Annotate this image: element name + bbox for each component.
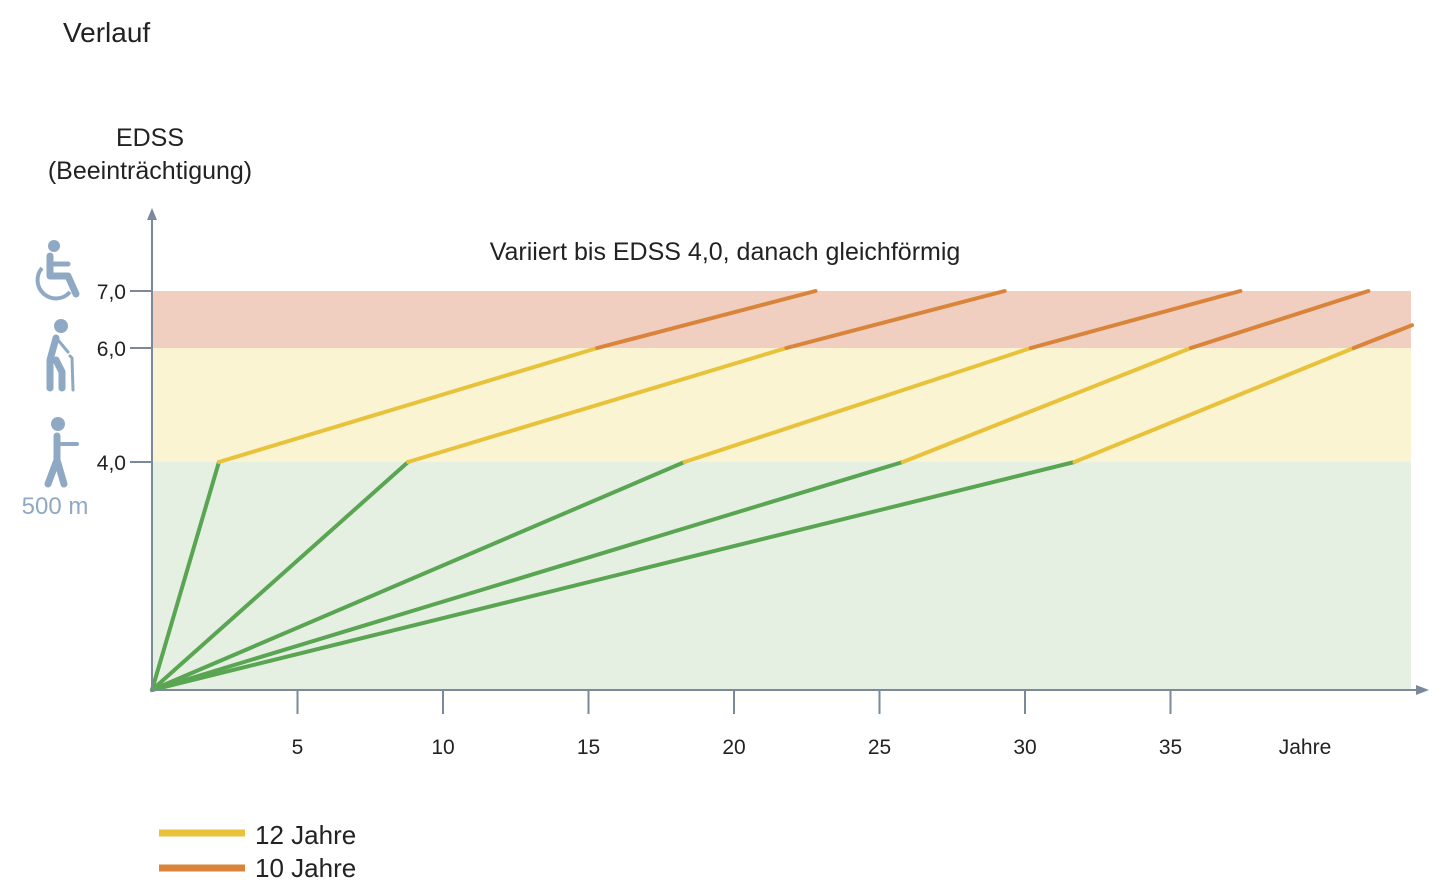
course-4-segment-early [150, 460, 905, 692]
y-axis-icons [35, 240, 80, 488]
legend: 12 Jahre 10 Jahre [159, 820, 356, 883]
x-axis-arrow [1416, 685, 1429, 695]
series-lines [150, 289, 1415, 692]
x-tick-label: 5 [292, 736, 304, 759]
walking-distance-note: 500 m [22, 493, 89, 520]
course-3-segment-early [150, 460, 687, 692]
course-2-segment-late [784, 289, 1007, 350]
x-tick-label: 15 [577, 736, 600, 759]
y-axis-arrow [147, 208, 157, 220]
course-2-segment-middle [406, 346, 789, 464]
course-3-segment-late [1028, 289, 1243, 350]
y-tick-label: 6,0 [97, 338, 126, 361]
person-with-cane-icon [46, 319, 75, 392]
course-3-segment-middle [682, 346, 1033, 464]
course-1-segment-middle [216, 346, 600, 464]
chart-subtitle: Variiert bis EDSS 4,0, danach gleichförm… [490, 238, 961, 266]
y-axis-label-sub: (Beeinträchtigung) [48, 157, 252, 185]
x-tick-label: 30 [1013, 736, 1036, 759]
x-tick-label: 20 [722, 736, 745, 759]
x-tick-label: 35 [1159, 736, 1182, 759]
course-4-segment-middle [900, 346, 1193, 464]
x-axis-label: Jahre [1279, 736, 1332, 759]
x-tick-label: 25 [868, 736, 891, 759]
band-1 [152, 348, 1411, 462]
course-4-segment-late [1188, 289, 1371, 350]
legend-label-12-jahre: 12 Jahre [255, 820, 356, 850]
legend-label-10-jahre: 10 Jahre [255, 853, 356, 883]
course-5-segment-middle [1072, 346, 1356, 464]
walking-person-icon [44, 417, 79, 488]
y-axis-label: EDSS [116, 124, 184, 152]
course-5-segment-early [150, 460, 1077, 692]
chart-title: Verlauf [63, 17, 150, 48]
y-tick-label: 4,0 [97, 452, 126, 475]
wheelchair-icon [35, 240, 80, 301]
x-tick-label: 10 [431, 736, 454, 759]
course-1-segment-early [150, 460, 221, 692]
y-tick-label: 7,0 [97, 281, 126, 304]
course-1-segment-late [595, 289, 818, 350]
course-5-segment-late [1351, 323, 1415, 350]
axes: 5 10 15 20 25 30 35 4,0 6,0 7,0 [97, 208, 1429, 759]
course-2-segment-early [150, 460, 411, 692]
band-0 [152, 462, 1411, 690]
